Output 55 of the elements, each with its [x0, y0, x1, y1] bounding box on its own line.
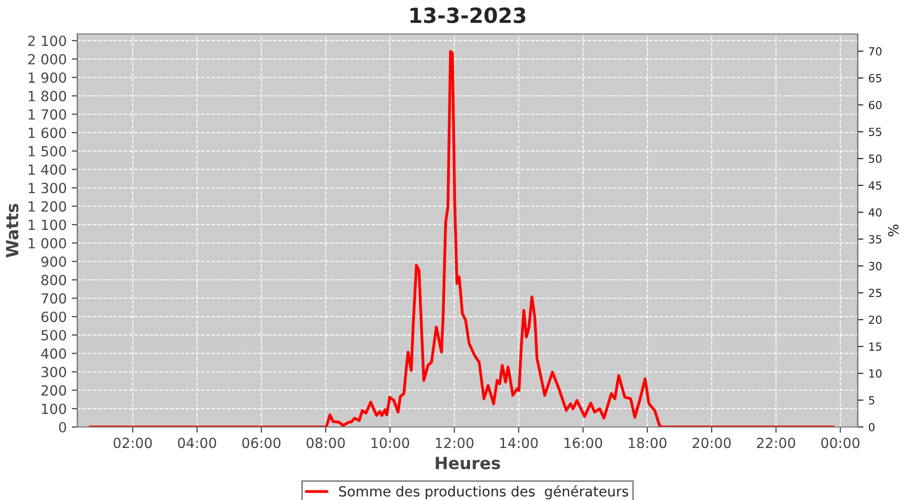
y2-tick-label: 35 — [868, 235, 882, 244]
y-tick-label: 200 — [41, 385, 66, 396]
y-axis-title: Watts — [6, 204, 18, 258]
y2-tick-label: 55 — [868, 128, 882, 136]
y2-tick-label: 45 — [868, 182, 882, 190]
y2-tick-label: 10 — [869, 369, 882, 378]
chart-title: 13-3-2023 — [410, 7, 526, 24]
y2-tick-label: 0 — [868, 422, 874, 432]
legend-label: Somme des productions des générateurs — [339, 485, 628, 500]
y-tick-label: 1 500 — [28, 146, 66, 156]
y-tick-label: 1 400 — [28, 164, 66, 175]
x-tick-label: 14:00 — [500, 438, 538, 448]
x-tick-label: 16:00 — [564, 438, 602, 448]
y2-tick-label: 50 — [868, 154, 882, 163]
y-tick-label: 300 — [42, 366, 66, 378]
x-tick-label: 12:00 — [436, 438, 474, 448]
x-tick-label: 08:00 — [306, 438, 345, 448]
y-tick-label: 800 — [41, 274, 66, 286]
y-tick-label: 2 000 — [28, 54, 66, 64]
x-axis-title: Heures — [436, 456, 500, 470]
y-tick-label: 1 600 — [28, 128, 66, 138]
x-tick-label: 20:00 — [692, 438, 731, 448]
y2-axis-title: % — [888, 224, 899, 236]
y-tick-label: 1 300 — [28, 182, 66, 194]
y-tick-label: 700 — [42, 293, 66, 304]
y2-tick-label: 5 — [868, 396, 874, 405]
y2-tick-label: 65 — [868, 74, 882, 82]
x-tick-label: 18:00 — [628, 438, 666, 448]
y2-tick-label: 60 — [868, 100, 882, 110]
y-tick-label: 1 700 — [28, 109, 66, 120]
y-tick-label: 1 200 — [28, 201, 66, 212]
x-tick-label: 06:00 — [242, 438, 280, 448]
y-tick-label: 2 100 — [28, 36, 66, 46]
y-tick-label: 600 — [41, 312, 66, 322]
x-tick-label: 00:00 — [821, 438, 860, 448]
line-series — [88, 50, 835, 427]
y-tick-label: 1 800 — [28, 90, 66, 102]
y-tick-label: 500 — [42, 330, 66, 340]
y-tick-label: 900 — [41, 256, 66, 267]
y-tick-label: 100 — [42, 404, 66, 414]
y-tick-label: 400 — [41, 348, 66, 359]
y2-tick-label: 25 — [868, 288, 882, 298]
y2-tick-label: 30 — [868, 262, 882, 270]
x-tick-label: 22:00 — [757, 438, 796, 448]
y2-tick-label: 70 — [869, 47, 882, 56]
y-tick-label: 1 900 — [28, 72, 66, 83]
y2-tick-label: 40 — [868, 208, 882, 217]
x-tick-label: 02:00 — [114, 438, 152, 448]
y-tick-label: 1 100 — [28, 220, 66, 230]
x-tick-label: 10:00 — [372, 438, 410, 448]
y-tick-label: 1 000 — [28, 238, 66, 248]
y2-tick-label: 20 — [868, 316, 882, 324]
x-tick-label: 04:00 — [178, 438, 216, 448]
y2-tick-label: 15 — [869, 342, 882, 351]
y-tick-label: 0 — [59, 422, 66, 432]
